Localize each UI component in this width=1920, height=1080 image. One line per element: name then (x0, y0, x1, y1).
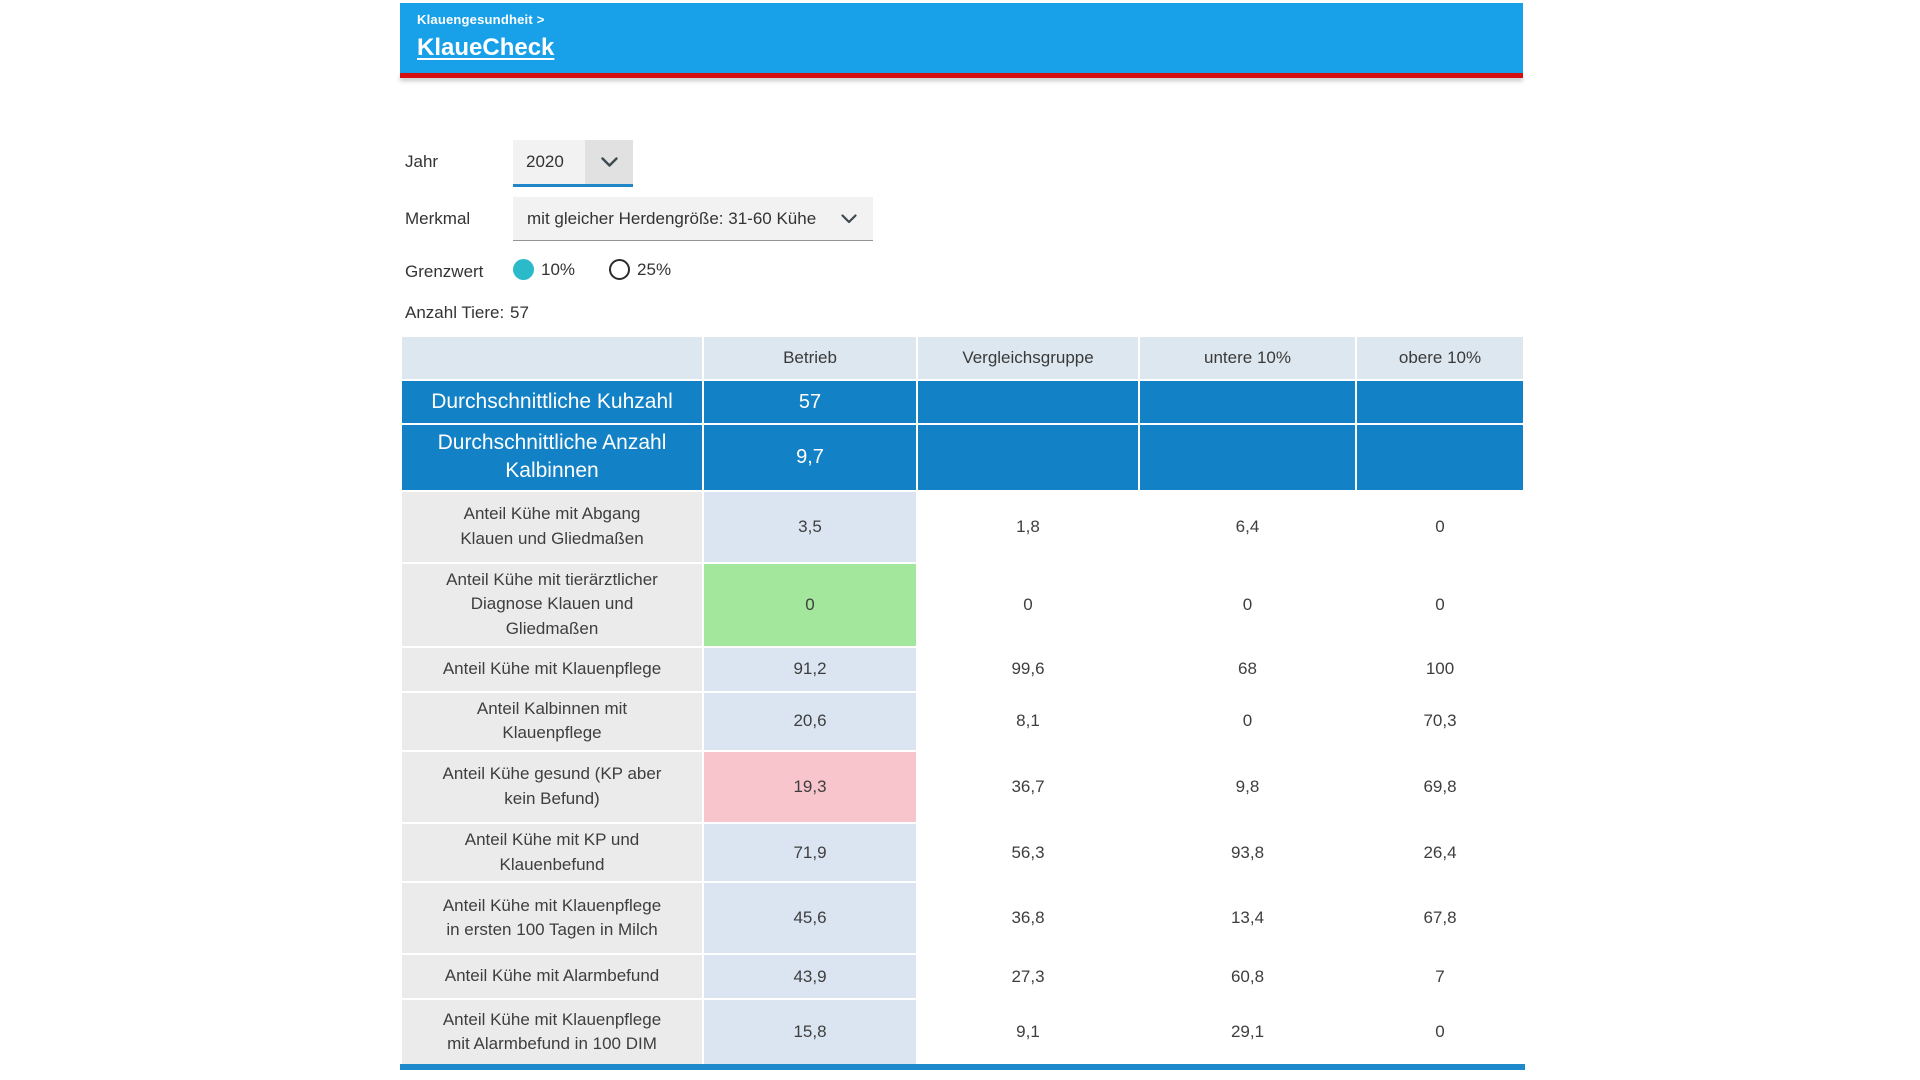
cell-vergleichsgruppe: 27,3 (916, 953, 1140, 1001)
year-label: Jahr (405, 152, 439, 171)
column-header-empty (400, 335, 704, 381)
column-header-untere: untere 10% (1138, 335, 1357, 381)
row-label: Anteil Kühe mit Alarmbefund (400, 953, 704, 1001)
cell-vergleichsgruppe: 9,1 (916, 998, 1140, 1071)
cell-vergleichsgruppe (916, 423, 1140, 492)
row-label: Anteil Kühe mit Abgang Klauen und Gliedm… (400, 489, 704, 564)
radio-label: 10% (541, 259, 576, 279)
header-accent-line (400, 73, 1523, 78)
cell-obere: 0 (1355, 998, 1525, 1071)
cell-betrieb: 57 (702, 379, 918, 425)
cell-obere: 70,3 (1355, 690, 1525, 752)
cell-betrieb: 15,8 (702, 998, 918, 1071)
cell-betrieb-bad: 19,3 (702, 749, 918, 824)
row-label: Durchschnittliche Kuhzahl (400, 379, 704, 425)
cell-untere: 13,4 (1138, 881, 1357, 956)
column-header-vergleichsgruppe: Vergleichsgruppe (916, 335, 1140, 381)
grenzwert-option-25[interactable]: 25% (609, 259, 671, 280)
cell-betrieb: 91,2 (702, 645, 918, 693)
animal-count-row: Anzahl Tiere: 57 (405, 303, 529, 323)
grenzwert-option-10[interactable]: 10% (513, 259, 575, 280)
cell-betrieb: 3,5 (702, 489, 918, 564)
breadcrumb[interactable]: Klauengesundheit > (417, 12, 545, 27)
animal-count-label: Anzahl Tiere: (405, 303, 505, 322)
row-label: Anteil Kühe mit Klauenpflege (400, 645, 704, 693)
cell-betrieb: 9,7 (702, 423, 918, 492)
page-title[interactable]: KlaueCheck (417, 34, 555, 61)
cell-obere: 67,8 (1355, 881, 1525, 956)
table-row: Anteil Kalbinnen mit Klauenpflege 20,6 8… (400, 690, 1525, 752)
app-container: Klauengesundheit > KlaueCheck Jahr 2020 … (400, 3, 1525, 1071)
cell-untere (1138, 379, 1357, 425)
filter-panel: Jahr 2020 Merkmal mit gleicher Herdengrö… (400, 78, 1523, 335)
cell-vergleichsgruppe (916, 379, 1140, 425)
cell-betrieb: 71,9 (702, 821, 918, 884)
table-row: Durchschnittliche Kuhzahl 57 (400, 379, 1525, 425)
row-label: Anteil Kühe mit tierärztlicher Diagnose … (400, 561, 704, 648)
cell-vergleichsgruppe: 0 (916, 561, 1140, 648)
cell-untere: 60,8 (1138, 953, 1357, 1001)
radio-label: 25% (637, 259, 672, 279)
cell-obere (1355, 423, 1525, 492)
cell-vergleichsgruppe: 99,6 (916, 645, 1140, 693)
cell-obere: 7 (1355, 953, 1525, 1001)
cell-untere: 6,4 (1138, 489, 1357, 564)
column-header-betrieb: Betrieb (702, 335, 918, 381)
table-header-row: Betrieb Vergleichsgruppe untere 10% ober… (400, 335, 1525, 381)
table-row: Anteil Kühe mit tierärztlicher Diagnose … (400, 561, 1525, 648)
grenzwert-radio-group: 10% 25% (513, 259, 671, 280)
cell-untere: 29,1 (1138, 998, 1357, 1071)
column-header-obere: obere 10% (1355, 335, 1525, 381)
row-label: Anteil Kühe mit Klauenpflege in ersten 1… (400, 881, 704, 956)
table-row: Anteil Kühe mit Alarmbefund 43,9 27,3 60… (400, 953, 1525, 1001)
cell-betrieb: 43,9 (702, 953, 918, 1001)
table-row: Anteil Kühe mit KP und Klauenbefund 71,9… (400, 821, 1525, 884)
cell-betrieb: 45,6 (702, 881, 918, 956)
cell-obere: 0 (1355, 561, 1525, 648)
animal-count-value: 57 (510, 303, 529, 322)
row-label: Anteil Kühe gesund (KP aber kein Befund) (400, 749, 704, 824)
cell-vergleichsgruppe: 36,8 (916, 881, 1140, 956)
cell-untere: 93,8 (1138, 821, 1357, 884)
merkmal-value: mit gleicher Herdengröße: 31-60 Kühe (527, 208, 817, 228)
cell-obere: 69,8 (1355, 749, 1525, 824)
row-label: Anteil Kalbinnen mit Klauenpflege (400, 690, 704, 752)
cell-untere (1138, 423, 1357, 492)
merkmal-select[interactable]: mit gleicher Herdengröße: 31-60 Kühe (513, 197, 873, 241)
cell-untere: 0 (1138, 561, 1357, 648)
chevron-down-icon (585, 140, 633, 184)
cell-betrieb-good: 0 (702, 561, 918, 648)
radio-button-icon (513, 259, 534, 280)
cell-untere: 68 (1138, 645, 1357, 693)
cell-obere (1355, 379, 1525, 425)
cell-obere: 100 (1355, 645, 1525, 693)
row-label: Anteil Kühe mit KP und Klauenbefund (400, 821, 704, 884)
row-label: Anteil Kühe mit Klauenpflege mit Alarmbe… (400, 998, 704, 1071)
table-row: Anteil Kühe mit Klauenpflege 91,2 99,6 6… (400, 645, 1525, 693)
merkmal-label: Merkmal (405, 209, 471, 228)
cell-vergleichsgruppe: 1,8 (916, 489, 1140, 564)
year-value: 2020 (526, 152, 564, 171)
table-row: Anteil Kühe gesund (KP aber kein Befund)… (400, 749, 1525, 824)
table-row: Durchschnittliche Anzahl Kalbinnen 9,7 (400, 423, 1525, 492)
cell-obere: 0 (1355, 489, 1525, 564)
table-row: Anteil Kühe mit Klauenpflege in ersten 1… (400, 881, 1525, 956)
cell-vergleichsgruppe: 56,3 (916, 821, 1140, 884)
cell-betrieb: 20,6 (702, 690, 918, 752)
row-label: Durchschnittliche Anzahl Kalbinnen (400, 423, 704, 492)
radio-button-icon (609, 259, 631, 280)
chevron-down-icon (841, 213, 857, 224)
table-row: Anteil Kühe mit Abgang Klauen und Gliedm… (400, 489, 1525, 564)
comparison-table: Betrieb Vergleichsgruppe untere 10% ober… (400, 335, 1525, 1071)
table-row: Anteil Kühe mit Klauenpflege mit Alarmbe… (400, 998, 1525, 1071)
grenzwert-label: Grenzwert (405, 262, 484, 281)
cell-untere: 0 (1138, 690, 1357, 752)
cell-vergleichsgruppe: 8,1 (916, 690, 1140, 752)
page-header: Klauengesundheit > KlaueCheck (400, 3, 1523, 73)
cell-vergleichsgruppe: 36,7 (916, 749, 1140, 824)
cell-untere: 9,8 (1138, 749, 1357, 824)
year-select[interactable]: 2020 (513, 140, 633, 187)
cell-obere: 26,4 (1355, 821, 1525, 884)
